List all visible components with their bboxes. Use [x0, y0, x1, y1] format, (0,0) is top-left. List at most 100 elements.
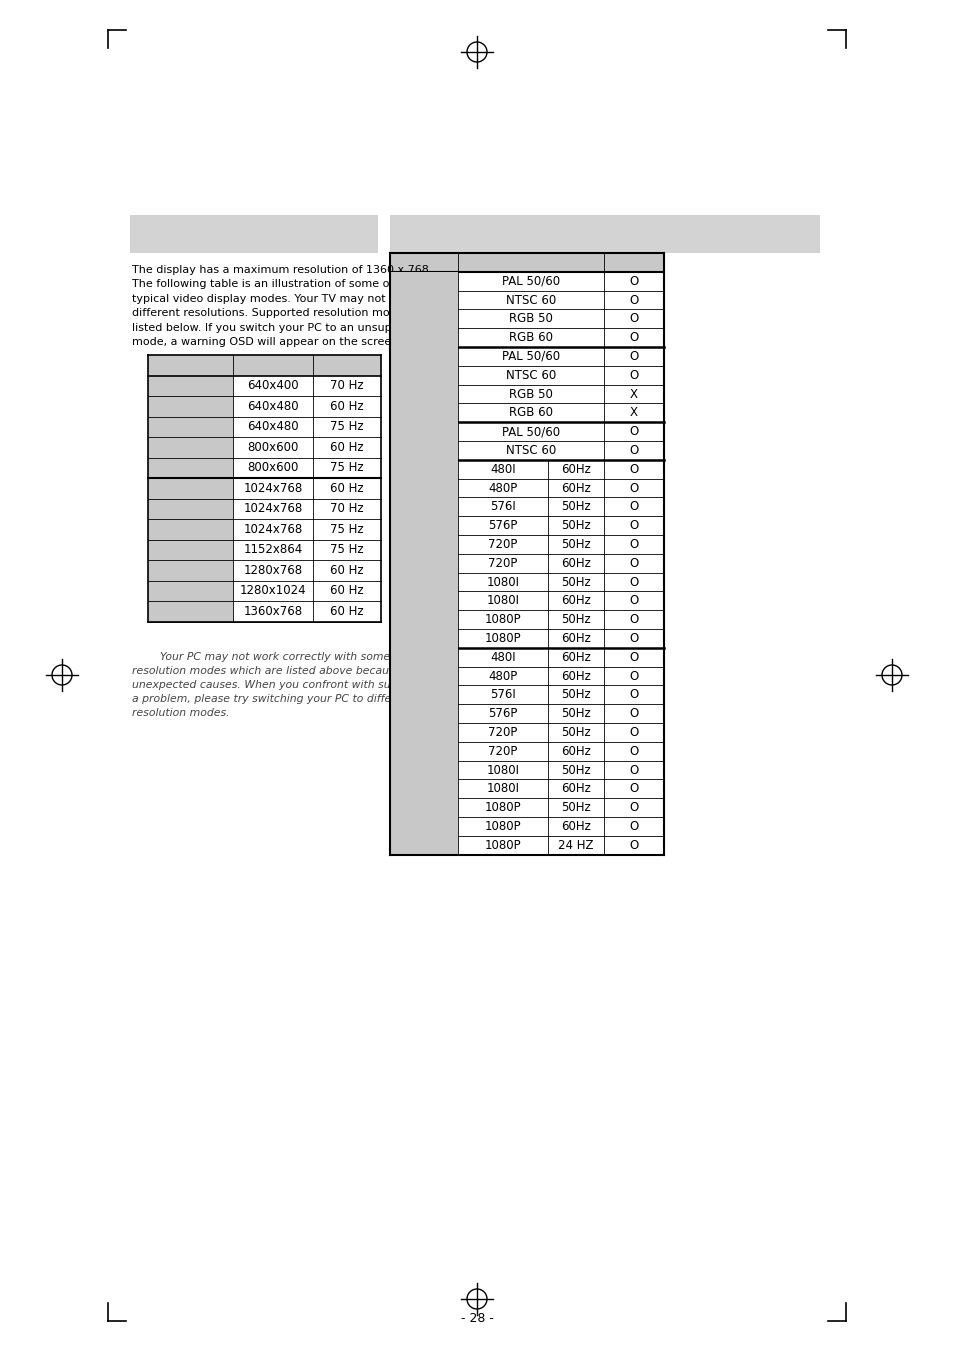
Bar — [233, 561, 380, 581]
Bar — [390, 423, 457, 459]
Text: PAL 50/60: PAL 50/60 — [501, 426, 559, 438]
Bar — [148, 416, 233, 436]
Text: 1080I: 1080I — [486, 782, 519, 796]
Text: O: O — [629, 481, 638, 494]
Bar — [390, 290, 663, 309]
Bar — [148, 355, 380, 376]
Text: 576P: 576P — [488, 519, 517, 532]
Text: NTSC 60: NTSC 60 — [505, 293, 556, 307]
Text: O: O — [629, 426, 638, 438]
Bar — [390, 573, 663, 592]
Bar — [390, 630, 663, 647]
Text: O: O — [629, 632, 638, 644]
Bar — [233, 416, 380, 436]
Bar — [390, 459, 457, 647]
Bar — [390, 742, 663, 761]
Text: O: O — [629, 744, 638, 758]
Text: 50Hz: 50Hz — [560, 500, 590, 513]
Bar — [233, 539, 380, 561]
Bar — [148, 519, 233, 539]
Bar — [390, 385, 663, 404]
Text: 50Hz: 50Hz — [560, 519, 590, 532]
Text: 720P: 720P — [488, 557, 517, 570]
Text: O: O — [629, 820, 638, 834]
Bar — [233, 458, 380, 478]
Bar — [390, 497, 663, 516]
Text: O: O — [629, 444, 638, 457]
Bar — [390, 611, 663, 630]
Text: 720P: 720P — [488, 725, 517, 739]
Text: O: O — [629, 688, 638, 701]
Text: 24 HZ: 24 HZ — [558, 839, 593, 851]
Text: 1080P: 1080P — [484, 820, 520, 834]
Bar — [390, 666, 663, 685]
Bar — [390, 215, 820, 253]
Text: O: O — [629, 293, 638, 307]
Text: O: O — [629, 538, 638, 551]
Text: O: O — [629, 651, 638, 663]
Bar — [233, 601, 380, 621]
Text: O: O — [629, 707, 638, 720]
Text: RGB 60: RGB 60 — [509, 331, 553, 345]
Text: 60Hz: 60Hz — [560, 670, 590, 682]
Text: 800x600: 800x600 — [247, 461, 298, 474]
Text: 50Hz: 50Hz — [560, 576, 590, 589]
Text: O: O — [629, 274, 638, 288]
Text: O: O — [629, 519, 638, 532]
Bar — [390, 309, 663, 328]
Text: NTSC 60: NTSC 60 — [505, 444, 556, 457]
Bar — [148, 478, 233, 499]
Bar — [390, 347, 457, 423]
Bar — [148, 376, 233, 396]
Bar — [390, 592, 663, 611]
Text: 75 Hz: 75 Hz — [330, 543, 363, 557]
Bar — [148, 458, 233, 478]
Text: 50Hz: 50Hz — [560, 688, 590, 701]
Text: 60Hz: 60Hz — [560, 782, 590, 796]
Text: 60Hz: 60Hz — [560, 462, 590, 476]
Text: O: O — [629, 613, 638, 626]
Bar — [390, 423, 663, 440]
Text: 50Hz: 50Hz — [560, 801, 590, 815]
Text: - 28 -: - 28 - — [460, 1312, 493, 1324]
Bar — [233, 396, 380, 416]
Bar — [148, 539, 233, 561]
Text: 720P: 720P — [488, 744, 517, 758]
Bar — [390, 554, 663, 573]
Text: 1024x768: 1024x768 — [243, 482, 302, 494]
Text: O: O — [629, 594, 638, 608]
Text: 480P: 480P — [488, 481, 517, 494]
Bar — [233, 581, 380, 601]
Text: 1280x1024: 1280x1024 — [239, 584, 306, 597]
Text: O: O — [629, 557, 638, 570]
Text: The display has a maximum resolution of 1360 x 768.
The following table is an il: The display has a maximum resolution of … — [132, 265, 432, 347]
Text: O: O — [629, 462, 638, 476]
Text: O: O — [629, 763, 638, 777]
Bar — [148, 436, 233, 458]
Text: 60Hz: 60Hz — [560, 632, 590, 644]
Text: O: O — [629, 801, 638, 815]
Text: 60 Hz: 60 Hz — [330, 482, 363, 494]
Text: 70 Hz: 70 Hz — [330, 380, 363, 392]
Text: RGB 60: RGB 60 — [509, 407, 553, 419]
Text: NTSC 60: NTSC 60 — [505, 369, 556, 382]
Text: 60Hz: 60Hz — [560, 594, 590, 608]
Bar — [390, 761, 663, 780]
Text: O: O — [629, 369, 638, 382]
Bar — [390, 253, 663, 272]
Bar — [390, 535, 663, 554]
Text: X: X — [629, 407, 638, 419]
Text: 640x400: 640x400 — [247, 380, 298, 392]
Text: 640x480: 640x480 — [247, 400, 298, 413]
Text: 720P: 720P — [488, 538, 517, 551]
Bar — [148, 499, 233, 519]
Text: 1080I: 1080I — [486, 576, 519, 589]
Text: 60Hz: 60Hz — [560, 744, 590, 758]
Bar — [390, 478, 663, 497]
Bar — [390, 817, 663, 836]
Bar — [233, 376, 380, 396]
Bar — [233, 519, 380, 539]
Text: 1080P: 1080P — [484, 801, 520, 815]
Text: PAL 50/60: PAL 50/60 — [501, 274, 559, 288]
Text: O: O — [629, 350, 638, 363]
